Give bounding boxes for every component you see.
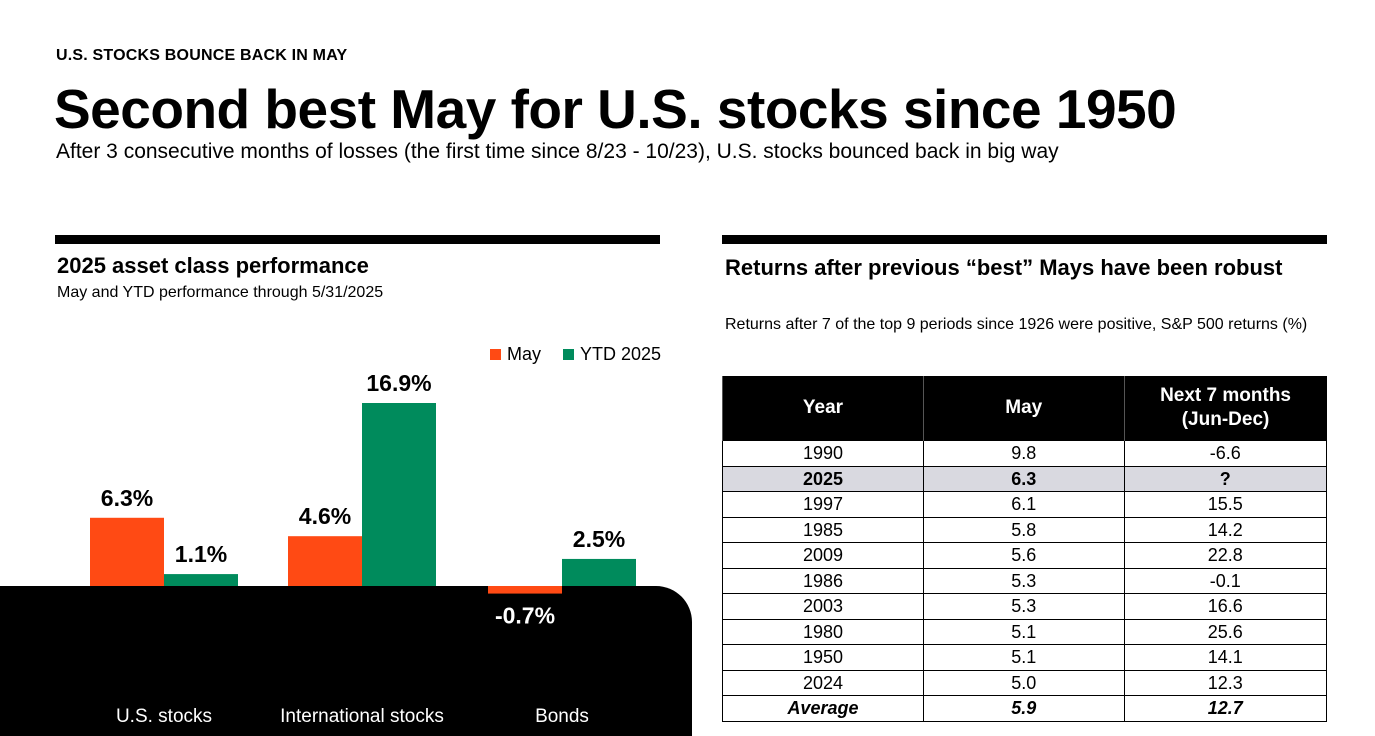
table-cell: 5.9 <box>922 695 1125 722</box>
bar-chart: 6.3% 4.6% -0.7% 1.1% 16.9% 2.5% U.S. stocks Int… <box>90 370 636 727</box>
bar-ytd-2025-bonds <box>562 558 636 586</box>
table-row: 1980 5.1 25.6 <box>722 618 1328 645</box>
table-cell: 12.7 <box>1123 695 1328 722</box>
category-label-u-s-stocks: U.S. stocks <box>116 706 212 727</box>
chart-subtitle: May and YTD performance through 5/31/202… <box>57 284 384 301</box>
data-label-ytd-2025-bonds: 2.5% <box>573 526 625 552</box>
bar-may-international-stocks <box>288 536 362 586</box>
table-row: 1950 5.1 14.1 <box>722 644 1328 671</box>
table-subtitle: Returns after 7 of the top 9 periods sin… <box>725 316 1308 333</box>
table-row: 2003 5.3 16.6 <box>722 593 1328 620</box>
table-cell: 9.8 <box>922 440 1125 467</box>
returns-table: Year May Next 7 months (Jun-Dec) 1990 9.8 -6.… <box>722 376 1328 722</box>
bar-ytd-2025-international-stocks <box>362 403 436 586</box>
category-label-international-stocks: International stocks <box>280 706 444 727</box>
table-row: 1986 5.3 -0.1 <box>722 567 1328 594</box>
table-cell: 1986 <box>722 567 924 594</box>
table-cell: 1997 <box>722 491 924 518</box>
table-cell: 2009 <box>722 542 924 569</box>
table-cell: 6.3 <box>922 465 1125 492</box>
table-body: 1990 9.8 -6.6 2025 6.3? 1997 6.1 15.5 1985 5.8 14.… <box>722 440 1328 722</box>
bar-may-u-s-stocks <box>90 517 164 586</box>
chart-title: 2025 asset class performance <box>57 253 369 278</box>
table-cell: 1950 <box>722 644 924 671</box>
table-row: 2025 6.3? <box>722 465 1328 492</box>
table-cell: 5.1 <box>922 618 1125 645</box>
table-cell: -6.6 <box>1123 440 1328 467</box>
table-cell: 15.5 <box>1123 491 1328 518</box>
table-row: 1985 5.8 14.2 <box>722 516 1328 543</box>
kicker: U.S. STOCKS BOUNCE BACK IN MAY <box>56 47 348 64</box>
left-top-rule <box>55 235 660 244</box>
table-row: 1997 6.1 15.5 <box>722 491 1328 518</box>
table-cell: 1990 <box>722 440 924 467</box>
table-cell: 5.0 <box>922 669 1125 696</box>
table-cell: 2024 <box>722 669 924 696</box>
legend-item-ytd: YTD 2025 <box>563 344 661 365</box>
table-cell: 14.2 <box>1123 516 1328 543</box>
table-cell: 25.6 <box>1123 618 1328 645</box>
legend-swatch-may <box>490 349 501 360</box>
table-cell: 5.3 <box>922 593 1125 620</box>
bar-may-bonds <box>488 586 562 594</box>
legend-item-may: May <box>490 344 541 365</box>
legend-label-ytd: YTD 2025 <box>580 344 662 364</box>
table-cell: 5.1 <box>922 644 1125 671</box>
table-row: 1990 9.8 -6.6 <box>722 440 1328 467</box>
table-cell: 14.1 <box>1123 644 1328 671</box>
subhead: After 3 consecutive months of losses (th… <box>56 140 1059 163</box>
table-cell: 5.6 <box>922 542 1125 569</box>
data-label-may-international-stocks: 4.6% <box>299 503 351 529</box>
category-label-bonds: Bonds <box>535 706 589 727</box>
table-cell: 5.3 <box>922 567 1125 594</box>
table-title: Returns after previous “best” Mays have … <box>725 255 1283 280</box>
table-cell: Average <box>722 695 924 722</box>
data-label-may-u-s-stocks: 6.3% <box>101 485 153 511</box>
table-cell: 6.1 <box>922 491 1125 518</box>
table-cell: 1985 <box>722 516 924 543</box>
data-label-may-bonds: -0.7% <box>495 603 555 629</box>
table-row-average: Average 5.9 12.7 <box>722 695 1328 722</box>
legend-swatch-ytd <box>563 349 575 360</box>
table-cell: 16.6 <box>1123 593 1328 620</box>
table-cell: 2025 <box>722 465 924 492</box>
data-label-ytd-2025-international-stocks: 16.9% <box>366 370 431 396</box>
table-header-row: Year May Next 7 months (Jun-Dec) <box>722 376 1327 441</box>
table-cell: 1980 <box>722 618 924 645</box>
table-header-3: Next 7 months (Jun-Dec) <box>1123 376 1327 441</box>
bar-ytd-2025-u-s-stocks <box>164 574 238 586</box>
headline: Second best May for U.S. stocks since 19… <box>54 78 1177 140</box>
table-cell: 2003 <box>722 593 924 620</box>
table-row: 2009 5.6 22.8 <box>722 542 1328 569</box>
table-header-2: May <box>922 376 1125 441</box>
legend-label-may: May <box>507 344 542 364</box>
table-row: 2024 5.0 12.3 <box>722 669 1328 696</box>
data-label-ytd-2025-u-s-stocks: 1.1% <box>175 541 227 567</box>
right-top-rule <box>722 235 1327 244</box>
table-cell: 12.3 <box>1123 669 1328 696</box>
table-header-1: Year <box>722 376 924 441</box>
table-cell: -0.1 <box>1123 567 1328 594</box>
table-cell: ? <box>1123 465 1328 492</box>
chart-legend: May YTD 2025 <box>490 344 661 365</box>
chart-baseline-panel <box>0 586 692 736</box>
table-cell: 5.8 <box>922 516 1125 543</box>
table-cell: 22.8 <box>1123 542 1328 569</box>
